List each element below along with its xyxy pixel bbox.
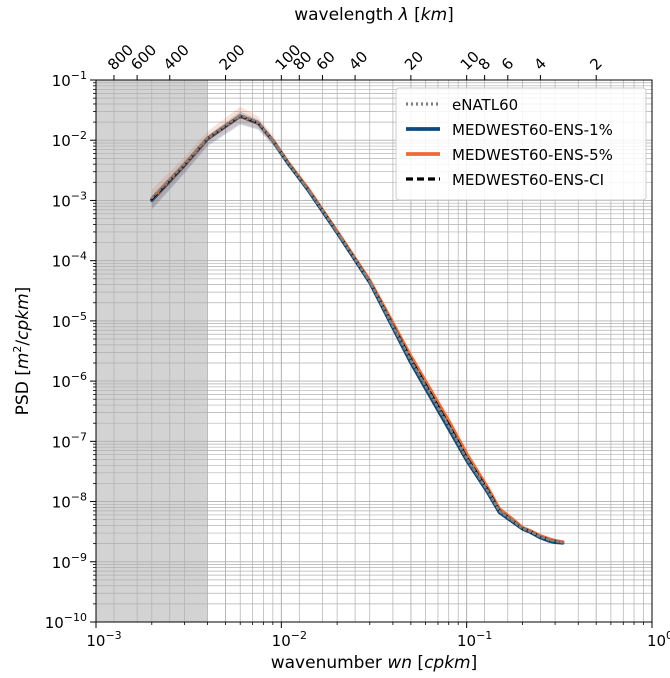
y-tick-label: 10−6: [52, 370, 87, 391]
top-tick-label: 40: [345, 48, 371, 74]
top-tick-label: 60: [313, 48, 339, 74]
legend-label-2: MEDWEST60-ENS-5%: [452, 146, 613, 164]
y-tick-label: 10−9: [52, 551, 87, 572]
top-tick-label: 400: [160, 41, 193, 74]
x-tick-label: 100: [647, 629, 670, 650]
y-tick-label: 10−1: [52, 69, 87, 90]
top-tick-label: 600: [127, 41, 160, 74]
y-tick-label: 10−7: [52, 430, 87, 451]
y-tick-label: 10−3: [52, 189, 87, 210]
top-tick-label: 20: [401, 48, 427, 74]
ticks-layer: 10−3 10−2 10−1 100 10−10 10−9 10−8 10−7 10−6 10−5…: [45, 41, 670, 650]
top-tick-label: 2: [586, 54, 605, 73]
y-tick-label: 10−4: [52, 250, 87, 271]
y-axis-label: PSD [m2/cpkm]: [11, 287, 33, 416]
x-tick-label: 10−1: [457, 629, 492, 650]
series-line-0: [150, 113, 565, 544]
top-tick-label: 200: [216, 41, 249, 74]
y-tick-label: 10−5: [52, 310, 87, 331]
legend-label-0: eNATL60: [452, 96, 518, 114]
x-axis-label: wavenumber wn [cpkm]: [271, 653, 478, 673]
plot-frame: [95, 79, 653, 623]
legend-label-1: MEDWEST60-ENS-1%: [452, 121, 613, 139]
legend-box: [395, 87, 647, 201]
top-axis-label: wavelength λ [km]: [294, 5, 454, 25]
top-tick-label: 4: [531, 54, 550, 73]
top-tick-label: 8: [475, 54, 494, 73]
x-tick-label: 10−2: [272, 629, 307, 650]
y-tick-label: 10−10: [45, 611, 87, 632]
legend-label-3: MEDWEST60-ENS-CI: [452, 171, 604, 189]
series-layer: [150, 113, 565, 545]
legend: eNATL60 MEDWEST60-ENS-1% MEDWEST60-ENS-5% M…: [395, 87, 647, 201]
y-tick-label: 10−2: [52, 129, 87, 150]
top-tick-label: 6: [498, 54, 517, 73]
y-tick-label: 10−8: [52, 491, 87, 512]
x-tick-label: 10−3: [86, 629, 121, 650]
